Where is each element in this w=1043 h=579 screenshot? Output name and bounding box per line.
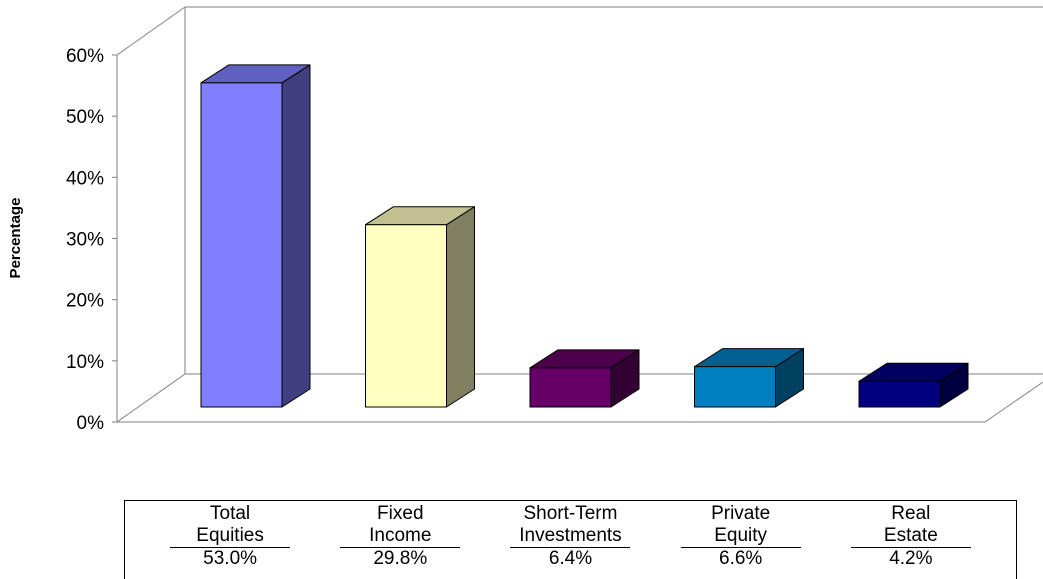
bar-front <box>200 82 283 408</box>
y-axis-ticks: 0% 10% 20% 30% 40% 50% 60% <box>66 46 117 434</box>
category-label: Short-Term Investments <box>510 501 631 548</box>
category-label-line: Total <box>210 503 251 524</box>
y-tick-label: 10% <box>66 352 104 373</box>
data-table-column: Short-Term Investments 6.4% <box>510 501 631 579</box>
category-label-line: Investments <box>519 525 622 546</box>
bar-private-equity <box>694 348 804 408</box>
y-tick-label: 20% <box>66 291 104 312</box>
category-label-line: Income <box>369 525 432 546</box>
category-label-line: Estate <box>883 525 938 546</box>
category-label-line: Fixed <box>377 503 424 524</box>
y-tick-label: 30% <box>66 230 104 251</box>
frame-top-left-edge <box>116 6 186 56</box>
category-label: Fixed Income <box>340 501 461 548</box>
y-tick-label: 50% <box>66 107 104 128</box>
bars <box>200 64 969 408</box>
bar-front <box>529 367 612 408</box>
value-label: 4.2% <box>889 548 933 569</box>
y-tick-label: 60% <box>66 46 104 67</box>
y-tick-label: 0% <box>77 413 105 434</box>
value-label: 6.6% <box>719 548 763 569</box>
bar-side <box>446 206 475 408</box>
category-label-line: Real <box>891 503 931 524</box>
bar-front <box>694 366 776 408</box>
category-label: Private Equity <box>680 501 801 548</box>
value-label: 6.4% <box>548 548 593 569</box>
data-table: Total Equities 53.0% Fixed Income 29.8% Short-… <box>124 500 1017 579</box>
value-label: 29.8% <box>373 548 428 569</box>
category-label-line: Equities <box>196 525 264 546</box>
category-label-line: Private <box>711 503 771 524</box>
bar-short-term-investments <box>529 349 640 408</box>
bar-front <box>858 380 941 408</box>
bar-real-estate <box>858 362 969 408</box>
bar-side <box>281 64 311 408</box>
data-table-column: Total Equities 53.0% <box>170 501 291 579</box>
data-table-column: Private Equity 6.6% <box>680 501 801 579</box>
data-table-column: Real Estate 4.2% <box>850 501 971 579</box>
floor-right-edge <box>984 381 1043 423</box>
bar-fixed-income <box>365 206 475 408</box>
y-axis-label: Percentage <box>7 198 24 279</box>
data-table-column: Fixed Income 29.8% <box>340 501 461 579</box>
category-label-line: Short-Term <box>523 503 618 524</box>
bar-front <box>365 224 447 408</box>
category-label: Total Equities <box>170 501 291 548</box>
category-label: Real Estate <box>850 501 971 548</box>
floor-left-edge <box>116 373 186 423</box>
bar-total-equities <box>200 64 311 408</box>
category-label-line: Equity <box>714 525 768 546</box>
bar-chart: 0% 10% 20% 30% 40% 50% 60% Percentage <box>7 6 1043 434</box>
value-label: 53.0% <box>203 548 258 569</box>
y-tick-label: 40% <box>66 168 104 189</box>
